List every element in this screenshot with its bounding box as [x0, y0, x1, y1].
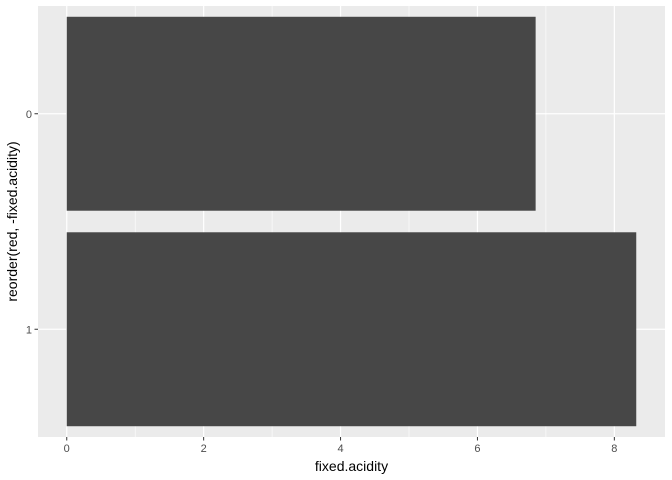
- x-tick-label: 2: [201, 443, 207, 455]
- x-tick-label: 6: [474, 443, 480, 455]
- x-tick-label: 8: [611, 443, 617, 455]
- y-axis-ticks: 01: [26, 109, 38, 336]
- x-tick-label: 4: [337, 443, 343, 455]
- y-axis-title: reorder(red, -fixed.acidity): [4, 141, 20, 301]
- x-axis-ticks: 0 2 4 6 8: [64, 437, 617, 455]
- bar-0: [66, 16, 536, 211]
- y-tick-label: 1: [26, 324, 32, 336]
- y-tick-label: 0: [26, 109, 32, 121]
- bars: [66, 16, 637, 427]
- x-axis-title: fixed.acidity: [315, 458, 388, 474]
- x-tick-label: 0: [64, 443, 70, 455]
- bar-1: [66, 232, 637, 427]
